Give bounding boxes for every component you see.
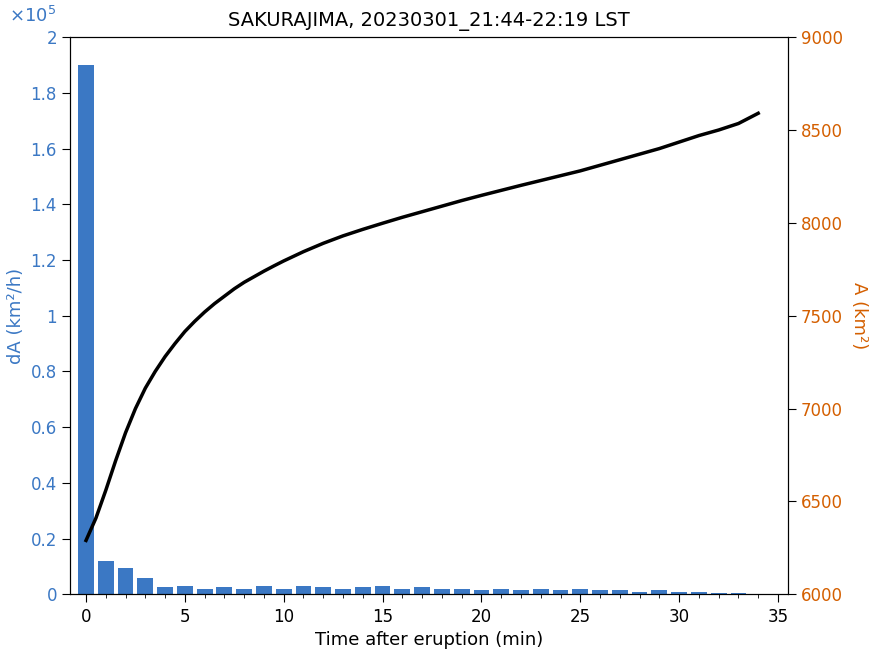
Bar bbox=[355, 587, 371, 594]
Title: SAKURAJIMA, 20230301_21:44-22:19 LST: SAKURAJIMA, 20230301_21:44-22:19 LST bbox=[228, 12, 630, 31]
Bar bbox=[177, 586, 192, 594]
Bar bbox=[572, 588, 588, 594]
Bar bbox=[158, 587, 173, 594]
Bar bbox=[454, 588, 470, 594]
Y-axis label: A (km²): A (km²) bbox=[850, 282, 868, 350]
Bar bbox=[493, 588, 509, 594]
Bar bbox=[276, 588, 291, 594]
Bar bbox=[414, 587, 430, 594]
Bar bbox=[117, 568, 134, 594]
Bar bbox=[592, 590, 608, 594]
Bar bbox=[78, 65, 94, 594]
Bar bbox=[652, 590, 668, 594]
Bar bbox=[335, 588, 351, 594]
Bar bbox=[395, 588, 410, 594]
Bar bbox=[315, 587, 331, 594]
Bar bbox=[216, 587, 232, 594]
Bar bbox=[256, 586, 272, 594]
Text: $\times 10^5$: $\times 10^5$ bbox=[10, 6, 56, 26]
Bar bbox=[513, 590, 528, 594]
Bar bbox=[553, 590, 569, 594]
Y-axis label: dA (km²/h): dA (km²/h) bbox=[7, 268, 25, 364]
Bar bbox=[632, 592, 648, 594]
X-axis label: Time after eruption (min): Time after eruption (min) bbox=[315, 631, 543, 649]
Bar bbox=[434, 588, 450, 594]
Bar bbox=[533, 588, 549, 594]
Bar bbox=[473, 590, 489, 594]
Bar bbox=[691, 592, 707, 594]
Bar bbox=[612, 590, 627, 594]
Bar bbox=[236, 588, 252, 594]
Bar bbox=[98, 561, 114, 594]
Bar bbox=[296, 586, 311, 594]
Bar bbox=[710, 593, 726, 594]
Bar bbox=[671, 592, 687, 594]
Bar bbox=[197, 588, 213, 594]
Bar bbox=[374, 586, 390, 594]
Bar bbox=[137, 577, 153, 594]
